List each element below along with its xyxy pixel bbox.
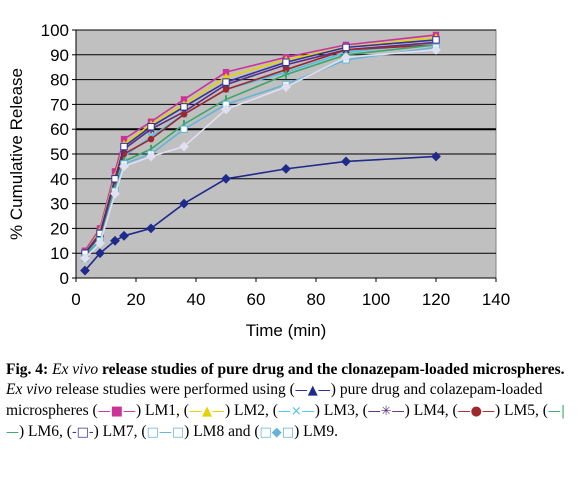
series-pure-drug-point (179, 198, 189, 209)
caption-text-6: ) LM4, ( (404, 402, 458, 419)
y-tick-label: 10 (50, 244, 69, 263)
caption-body-italic: Ex vivo (6, 381, 53, 398)
legend-symbol-lm6: —|— (6, 404, 566, 440)
legend-symbol-lm2: —▲— (188, 404, 225, 419)
caption-body: Ex vivo release studies were performed u… (6, 380, 576, 443)
y-tick-label: 40 (50, 170, 69, 189)
series-lm9-point (281, 82, 291, 92)
series-lm1-point (180, 96, 188, 103)
series-lm5-point (147, 135, 155, 143)
series-pure-drug-point (110, 235, 120, 246)
series-lm7-point (180, 103, 188, 111)
series-lm9-point (146, 151, 156, 162)
series-lm7-point (282, 58, 290, 66)
series-pure-drug-line (84, 155, 437, 272)
series-lm5-point (180, 111, 188, 118)
x-tick-label: 80 (307, 290, 326, 309)
caption-text-11: ) LM9. (294, 423, 338, 440)
series-lm9-point (110, 188, 120, 199)
caption-title: Fig. 4: Ex vivo release studies of pure … (6, 360, 576, 380)
y-tick-label: 70 (50, 95, 69, 114)
series-pure-drug-point (119, 230, 129, 241)
legend-symbol-lm7: -□- (71, 425, 94, 440)
legend-symbol-pure-drug: —▲— (294, 383, 331, 398)
figure-label: Fig. 4: (6, 361, 49, 378)
caption-text-10: ) LM8 and ( (184, 423, 260, 440)
legend-symbol-lm8: □—□ (146, 425, 185, 440)
series-lm9-point (119, 161, 129, 172)
legend-symbol-lm5: —●— (457, 404, 495, 419)
series-lm7-point (222, 78, 230, 86)
caption-text-5: ) LM3, ( (314, 402, 368, 419)
y-tick-label: 20 (50, 219, 69, 238)
y-tick-label: 100 (41, 21, 69, 40)
series-lm1-point (111, 168, 119, 175)
legend-symbol-lm4: —✳— (367, 404, 405, 419)
series-pure-drug-point (431, 151, 441, 162)
series-lm9-point (221, 104, 231, 115)
legend-symbol-lm9: □◆□ (259, 425, 295, 440)
series-lm9-line (84, 49, 437, 259)
legend-symbol-lm1: —■— (97, 404, 136, 419)
y-tick-label: 0 (60, 269, 69, 288)
series-pure-drug-point (80, 265, 90, 276)
caption-title-italic: Ex vivo (52, 361, 99, 378)
caption-text-8: ) LM6, ( (19, 423, 72, 440)
release-chart: 0 10 20 30 40 50 60 70 80 90 100 0 20 40 60 80 100 120 140… (7, 21, 510, 340)
caption-text-9: ) LM7, ( (93, 423, 147, 440)
series-lm9-point (80, 253, 90, 264)
x-tick-label: 100 (362, 290, 390, 309)
y-tick-label: 80 (50, 71, 69, 90)
x-tick-label: 60 (247, 290, 266, 309)
series-lm7-point (147, 123, 155, 131)
caption-text-1: release studies were performed using ( (52, 381, 295, 398)
x-tick-label: 0 (71, 290, 80, 309)
series-lm7-point (342, 43, 350, 52)
series-lm7-point (120, 142, 128, 151)
series-pure-drug-point (95, 248, 105, 259)
series-lm1-point (222, 68, 230, 76)
series-lm7-point (111, 175, 119, 183)
series-lm9-point (95, 238, 105, 249)
x-tick-label: 120 (422, 290, 450, 309)
chart-svg: 0 10 20 30 40 50 60 70 80 90 100 0 20 40 60 80 100 120 140… (7, 21, 510, 340)
series-lm5-point (222, 86, 230, 93)
x-tick-label: 140 (482, 290, 510, 309)
x-axis-label: Time (min) (246, 321, 327, 340)
series-lm7-line (84, 39, 437, 254)
series-pure-drug-point (281, 163, 291, 174)
series-lm9-point (431, 44, 441, 55)
caption-text-4: ) LM2, ( (224, 402, 278, 419)
series-lm5-point (282, 66, 290, 73)
series-pure-drug-point (146, 223, 156, 234)
x-tick-label: 40 (187, 290, 206, 309)
caption-text-2: ) pure drug and colazepam-loaded microsp… (6, 381, 543, 419)
legend-symbol-lm3: —×— (277, 404, 315, 419)
series-lm7-point (432, 36, 440, 44)
y-axis-label: % Cumulative Release (7, 68, 26, 240)
y-tick-label: 50 (50, 145, 69, 164)
caption-text-7: ) LM5, ( (494, 402, 548, 419)
x-tick-label: 20 (127, 290, 146, 309)
y-tick-label: 30 (50, 195, 69, 214)
y-tick-label: 60 (50, 120, 69, 139)
series-pure-drug-point (341, 156, 351, 167)
figure-caption: Fig. 4: Ex vivo release studies of pure … (6, 360, 576, 443)
series-pure-drug-point (221, 173, 231, 184)
y-tick-label: 90 (50, 46, 69, 65)
series-lm1-point (120, 135, 128, 143)
caption-text-3: ) LM1, ( (135, 402, 189, 419)
caption-title-text: release studies of pure drug and the clo… (98, 361, 565, 378)
series-lm8-point (180, 125, 188, 133)
series-lm9-point (341, 52, 351, 63)
series-lm9-point (179, 141, 189, 152)
series-lm1-line (84, 34, 437, 252)
